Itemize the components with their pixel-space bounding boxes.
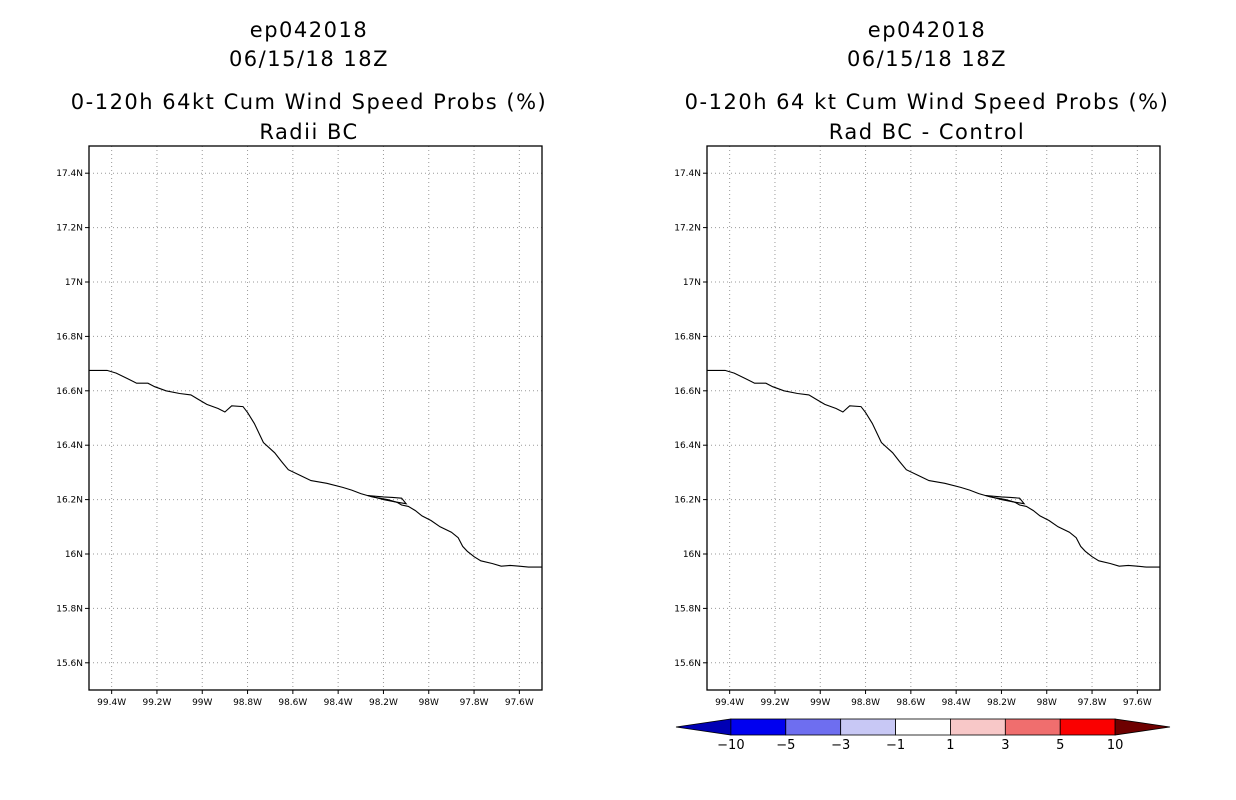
lon-tick-label-rad-bc-control: 98.8W — [851, 698, 880, 708]
lat-tick-label-rad-bc-control: 17.4N — [674, 169, 701, 179]
lat-tick-label-radii-bc: 17N — [65, 278, 83, 288]
panel1-subtitle: Radii BC — [259, 120, 359, 144]
colorbar-segment — [730, 718, 787, 736]
lon-tick-label-rad-bc-control: 99W — [810, 698, 830, 708]
colorbar-segment — [950, 718, 1006, 736]
lat-tick-label-radii-bc: 16N — [65, 550, 83, 560]
panel1-product-title: 0-120h 64kt Cum Wind Speed Probs (%) — [70, 90, 548, 114]
lon-tick-label-rad-bc-control: 97.8W — [1078, 698, 1107, 708]
lat-tick-label-rad-bc-control: 17N — [683, 278, 701, 288]
colorbar-segment — [1004, 718, 1061, 736]
colorbar-segment-right-triangle — [1114, 718, 1171, 736]
lon-tick-label-radii-bc: 98.4W — [324, 698, 353, 708]
colorbar-label: 1 — [946, 738, 954, 753]
map-panel-radii-bc: 99.4W 99.2W 99W 98.8W 98.6W 98.4W 98.2W 98W 97.8… — [56, 145, 543, 708]
lon-tick-label-rad-bc-control: 98W — [1037, 698, 1057, 708]
lat-tick-label-radii-bc: 15.8N — [56, 604, 83, 614]
lon-tick-label-rad-bc-control: 98.6W — [896, 698, 925, 708]
colorbar-label: −10 — [717, 738, 744, 753]
lon-tick-label-radii-bc: 98.8W — [233, 698, 262, 708]
lat-tick-label-radii-bc: 15.6N — [56, 659, 83, 669]
lat-tick-label-rad-bc-control: 16.6N — [674, 387, 701, 397]
lagoon-outline-rad-bc-control — [985, 494, 1026, 505]
lon-tick-label-radii-bc: 99.2W — [142, 698, 171, 708]
colorbar-label: −1 — [886, 738, 905, 753]
lat-tick-label-radii-bc: 17.2N — [56, 224, 83, 234]
colorbar-segment — [785, 718, 842, 736]
panel1-storm-id: ep042018 — [249, 18, 369, 42]
lat-tick-label-rad-bc-control: 15.6N — [674, 659, 701, 669]
coastline-rad-bc-control — [707, 369, 1160, 568]
lon-tick-label-rad-bc-control: 98.4W — [942, 698, 971, 708]
lon-tick-label-rad-bc-control: 98.2W — [987, 698, 1016, 708]
lat-tick-label-rad-bc-control: 16.4N — [674, 441, 701, 451]
colorbar-segment — [895, 718, 951, 736]
panel2-datetime: 06/15/18 18Z — [846, 47, 1008, 71]
lon-tick-label-radii-bc: 98W — [419, 698, 439, 708]
colorbar-label: 5 — [1056, 738, 1064, 753]
lon-tick-label-radii-bc: 99.4W — [97, 698, 126, 708]
lat-tick-label-radii-bc: 16.8N — [56, 332, 83, 342]
lat-tick-label-rad-bc-control: 15.8N — [674, 604, 701, 614]
coastline-radii-bc — [89, 369, 542, 568]
lat-tick-label-rad-bc-control: 16N — [683, 550, 701, 560]
panel2-product-title: 0-120h 64 kt Cum Wind Speed Probs (%) — [684, 90, 1170, 114]
lon-tick-label-rad-bc-control: 99.2W — [760, 698, 789, 708]
lat-tick-label-radii-bc: 16.2N — [56, 496, 83, 506]
panel2-storm-id: ep042018 — [867, 18, 987, 42]
colorbar-segment — [840, 718, 896, 736]
lon-tick-label-rad-bc-control: 97.6W — [1123, 698, 1152, 708]
panel1-datetime: 06/15/18 18Z — [228, 47, 390, 71]
lat-tick-label-rad-bc-control: 16.2N — [674, 496, 701, 506]
lat-tick-label-radii-bc: 16.4N — [56, 441, 83, 451]
map-frame-rad-bc-control — [706, 145, 1161, 691]
colorbar-segment-left-triangle — [675, 718, 732, 736]
map-panel-rad-bc-control: 99.4W 99.2W 99W 98.8W 98.6W 98.4W 98.2W 98W 97.8… — [674, 145, 1161, 708]
colorbar-label: −5 — [776, 738, 795, 753]
colorbar-label: −3 — [831, 738, 850, 753]
lagoon-outline-radii-bc — [367, 494, 408, 505]
lat-tick-label-rad-bc-control: 17.2N — [674, 224, 701, 234]
lon-tick-label-radii-bc: 97.8W — [460, 698, 489, 708]
colorbar-label: 3 — [1001, 738, 1009, 753]
lat-tick-label-radii-bc: 16.6N — [56, 387, 83, 397]
lon-tick-label-rad-bc-control: 99.4W — [715, 698, 744, 708]
colorbar: −10 −5 −3 −1 1 3 5 10 — [675, 718, 1171, 753]
map-frame-radii-bc — [88, 145, 543, 691]
lon-tick-label-radii-bc: 99W — [192, 698, 212, 708]
colorbar-label: 10 — [1107, 738, 1124, 753]
lon-tick-label-radii-bc: 97.6W — [505, 698, 534, 708]
lon-tick-label-radii-bc: 98.2W — [369, 698, 398, 708]
panel2-subtitle: Rad BC - Control — [828, 120, 1026, 144]
colorbar-segment — [1059, 718, 1116, 736]
lon-tick-label-radii-bc: 98.6W — [278, 698, 307, 708]
lat-tick-label-radii-bc: 17.4N — [56, 169, 83, 179]
lat-tick-label-rad-bc-control: 16.8N — [674, 332, 701, 342]
